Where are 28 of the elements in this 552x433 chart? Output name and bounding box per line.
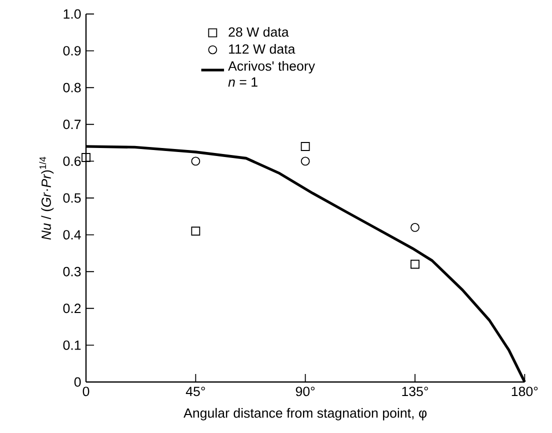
x-tick-label: 0 — [82, 386, 90, 396]
y-tick-label: 0.5 — [63, 193, 81, 203]
point — [82, 153, 90, 162]
x-tick-label: 180° — [512, 386, 538, 396]
point — [191, 226, 200, 236]
y-tick-label: 1.0 — [64, 9, 81, 19]
y-tick-label: 0.1 — [63, 340, 81, 350]
y-tick-label: 0.6 — [63, 156, 81, 166]
y-tick-label: 0.2 — [63, 304, 81, 314]
x-axis-title: Angular distance from stagnation point, φ — [184, 408, 427, 420]
legend-label: 112 W data — [229, 44, 296, 54]
y-tick-label: 0.9 — [63, 46, 81, 56]
y-tick-label: 0.8 — [63, 82, 81, 92]
y-tick-label: 0 — [74, 377, 81, 387]
point — [410, 260, 420, 269]
point — [191, 156, 200, 166]
legend-label: 28 W data — [228, 26, 289, 37]
y-tick-label: 0.4 — [63, 230, 81, 240]
point — [300, 156, 310, 166]
x-tick-label: 45° — [186, 386, 205, 396]
point — [410, 222, 420, 232]
point — [300, 142, 310, 151]
y-tick-label: 0.7 — [63, 120, 81, 130]
x-tick-label: 90° — [296, 386, 315, 396]
y-axis-title: Nu / (Gr·Pr)$^{1/4}$ — [39, 156, 54, 240]
legend-label: Acrivos' theory n = 1 — [228, 60, 316, 87]
y-tick-label: 0.3 — [63, 266, 81, 276]
x-tick-label: 135° — [402, 386, 428, 396]
